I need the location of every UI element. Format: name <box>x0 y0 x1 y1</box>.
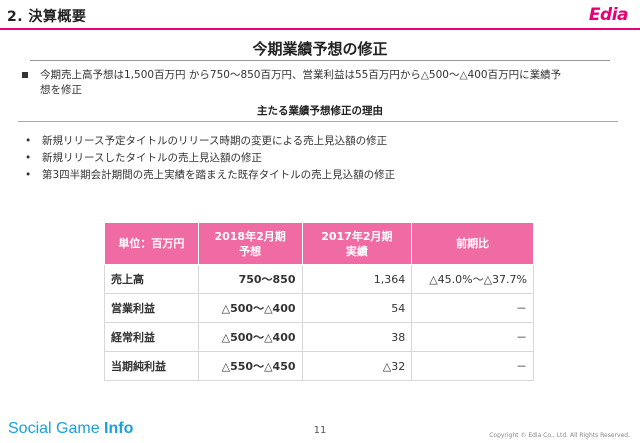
forecast-cell: △500～△400 <box>197 322 303 352</box>
actual-header: 2017年2月期 実績 <box>301 222 413 265</box>
row-label: 経常利益 <box>104 322 199 352</box>
change-cell: － <box>411 351 534 381</box>
list-item: • 新規リリースしたタイトルの売上見込額の修正 <box>22 150 622 167</box>
forecast-table: 単位：百万円 2018年2月期 予想 2017年2月期 実績 前期比 売上高 7… <box>104 222 534 381</box>
section-title: 2. 決算概要 <box>7 9 87 25</box>
bullet-icon: • <box>25 135 32 147</box>
reasons-divider <box>18 121 618 122</box>
company-logo: Edia <box>588 5 629 25</box>
reasons-heading: 主たる業績予想修正の理由 <box>257 105 383 117</box>
title-underline <box>30 60 610 61</box>
list-item: • 新規リリース予定タイトルのリリース時期の変更による売上見込額の修正 <box>22 133 622 150</box>
actual-header-type: 実績 <box>345 244 368 258</box>
reasons-list: • 新規リリース予定タイトルのリリース時期の変更による売上見込額の修正 • 新規リリ… <box>22 133 622 184</box>
row-label: 売上高 <box>104 264 199 294</box>
change-cell: － <box>411 293 534 323</box>
reason-text: 新規リリースしたタイトルの売上見込額の修正 <box>42 152 262 164</box>
table-row: 当期純利益 △550～△450 △32 － <box>104 351 534 381</box>
summary-line-2: 想を修正 <box>40 84 82 96</box>
header-divider <box>0 28 640 30</box>
actual-cell: 1,364 <box>301 264 413 294</box>
copyright-notice: Copyright © Edia Co., Ltd. All Rights Re… <box>489 432 630 439</box>
list-item: • 第3四半期会計期間の売上実績を踏まえた既存タイトルの売上見込額の修正 <box>22 167 622 184</box>
table-header-row: 単位：百万円 2018年2月期 予想 2017年2月期 実績 前期比 <box>104 222 534 265</box>
unit-header: 単位：百万円 <box>104 222 199 265</box>
change-cell: △45.0%～△37.7% <box>411 264 534 294</box>
table-row: 売上高 750～850 1,364 △45.0%～△37.7% <box>104 264 534 294</box>
change-cell: － <box>411 322 534 352</box>
reason-text: 第3四半期会計期間の売上実績を踏まえた既存タイトルの売上見込額の修正 <box>42 169 396 181</box>
page-number: 11 <box>313 425 327 436</box>
revision-summary: 今期売上高予想は1,500百万円 から750～850百万円、営業利益は55百万円… <box>22 68 622 98</box>
bullet-icon: • <box>25 152 32 164</box>
forecast-header-type: 予想 <box>239 244 262 258</box>
reason-text: 新規リリース予定タイトルのリリース時期の変更による売上見込額の修正 <box>42 135 388 147</box>
watermark-text-bold: Info <box>104 420 134 437</box>
forecast-cell: △500～△400 <box>197 293 303 323</box>
forecast-header: 2018年2月期 予想 <box>197 222 303 265</box>
watermark-text: Social Game <box>8 420 105 437</box>
actual-cell: 38 <box>301 322 413 352</box>
forecast-cell: △550～△450 <box>197 351 303 381</box>
actual-cell: △32 <box>301 351 413 381</box>
bullet-icon: • <box>25 169 32 181</box>
square-bullet-icon <box>22 72 28 78</box>
change-header: 前期比 <box>411 222 534 265</box>
forecast-header-period: 2018年2月期 <box>214 229 286 243</box>
table-row: 経常利益 △500～△400 38 － <box>104 322 534 352</box>
row-label: 営業利益 <box>104 293 199 323</box>
page-title: 今期業績予想の修正 <box>252 40 388 58</box>
summary-line-1: 今期売上高予想は1,500百万円 から750～850百万円、営業利益は55百万円… <box>40 69 562 81</box>
table-row: 営業利益 △500～△400 54 － <box>104 293 534 323</box>
actual-cell: 54 <box>301 293 413 323</box>
actual-header-period: 2017年2月期 <box>321 229 393 243</box>
watermark-logo: Social Game Info <box>8 420 133 438</box>
forecast-cell: 750～850 <box>197 264 303 294</box>
row-label: 当期純利益 <box>104 351 199 381</box>
